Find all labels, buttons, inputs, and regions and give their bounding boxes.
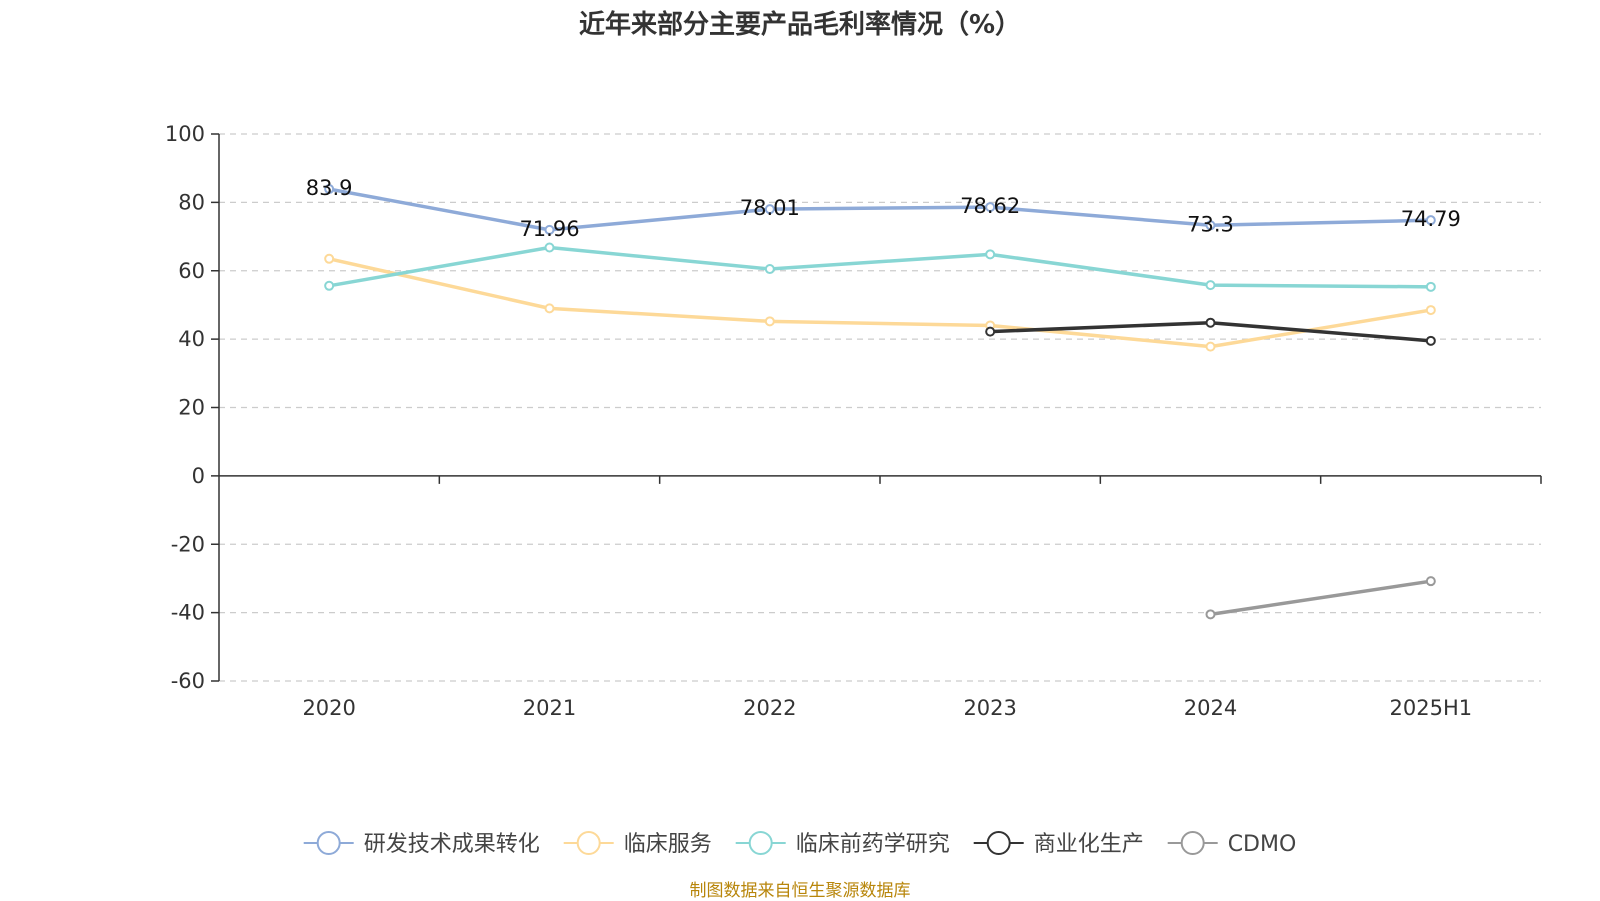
data-point	[1425, 281, 1436, 292]
grid-lines	[219, 133, 1541, 682]
data-point	[1205, 609, 1216, 620]
data-point	[764, 316, 775, 327]
series-line	[328, 187, 1431, 232]
series-4	[1205, 576, 1436, 620]
data-point	[544, 224, 555, 235]
data-label: 71.96	[519, 217, 579, 241]
y-tick-label: 0	[192, 464, 205, 488]
data-point	[1425, 215, 1436, 226]
legend-label: 研发技术成果转化	[364, 832, 540, 857]
series-line	[1210, 579, 1432, 617]
series-lines	[324, 184, 1436, 620]
legend-label: CDMO	[1228, 832, 1297, 857]
legend-circle-icon	[576, 831, 601, 855]
series-2	[324, 242, 1436, 292]
x-tick-label: 2024	[1184, 696, 1237, 720]
series-0	[324, 184, 1436, 235]
data-point	[544, 242, 555, 253]
data-point	[1425, 576, 1436, 587]
legend-circle-icon	[748, 831, 773, 855]
data-point	[1425, 305, 1436, 316]
legend-label: 临床服务	[624, 832, 712, 857]
data-point	[985, 326, 996, 337]
x-tick-label: 2022	[743, 696, 796, 720]
data-point	[324, 184, 335, 195]
data-point	[1205, 341, 1216, 352]
legend-label: 商业化生产	[1034, 832, 1144, 857]
y-tick-label: 20	[178, 396, 205, 420]
series-line	[328, 245, 1431, 289]
data-label: 74.79	[1401, 207, 1461, 231]
data-point	[985, 249, 996, 260]
data-point	[985, 202, 996, 213]
axes: 100 80 60 40 20 0 -20 -40 -60 2020 2021 2022 2023 202…	[165, 122, 1542, 720]
data-point	[764, 204, 775, 215]
legend-label: 临床前药学研究	[796, 832, 950, 857]
legend-item[interactable]: 临床服务	[563, 831, 712, 857]
data-point	[324, 280, 335, 291]
x-tick-label: 2025H1	[1390, 696, 1473, 720]
legend-item[interactable]: 研发技术成果转化	[303, 831, 540, 857]
legend-circle-icon	[1180, 831, 1205, 855]
chart-title: 近年来部分主要产品毛利率情况（%）	[578, 10, 1022, 40]
y-tick-label: 80	[178, 190, 205, 214]
series-1	[324, 253, 1436, 352]
data-label: 78.01	[740, 196, 800, 220]
data-point	[764, 264, 775, 275]
y-tick-label: -40	[171, 601, 205, 625]
data-labels: 83.9 71.96 78.01 78.62 73.3 74.79	[306, 176, 1461, 241]
legend-item[interactable]: 商业化生产	[973, 831, 1144, 857]
x-tick-label: 2023	[963, 696, 1016, 720]
data-point	[1205, 280, 1216, 291]
legend-circle-icon	[316, 831, 341, 855]
data-point	[544, 303, 555, 314]
data-label: 73.3	[1187, 212, 1234, 236]
legend-circle-icon	[986, 831, 1011, 855]
data-label: 83.9	[306, 176, 353, 200]
y-tick-label: -60	[171, 669, 205, 693]
y-tick-label: 100	[165, 122, 205, 146]
y-tick-label: 40	[178, 327, 205, 351]
legend-item[interactable]: 临床前药学研究	[735, 831, 950, 857]
y-tick-label: 60	[178, 259, 205, 283]
data-label: 78.62	[960, 194, 1020, 218]
data-point	[324, 253, 335, 264]
x-tick-label: 2021	[523, 696, 576, 720]
legend[interactable]: 研发技术成果转化 临床服务 临床前药学研究 商业化生产 CDMO	[303, 831, 1297, 857]
legend-item[interactable]: CDMO	[1167, 831, 1297, 857]
series-3	[985, 317, 1436, 346]
series-line	[328, 257, 1432, 349]
source-note: 制图数据来自恒生聚源数据库	[689, 881, 911, 901]
x-tick-label: 2020	[302, 696, 355, 720]
data-point	[1205, 317, 1216, 328]
data-point	[1425, 335, 1436, 346]
data-point	[1205, 220, 1216, 231]
y-tick-label: -20	[171, 532, 205, 556]
